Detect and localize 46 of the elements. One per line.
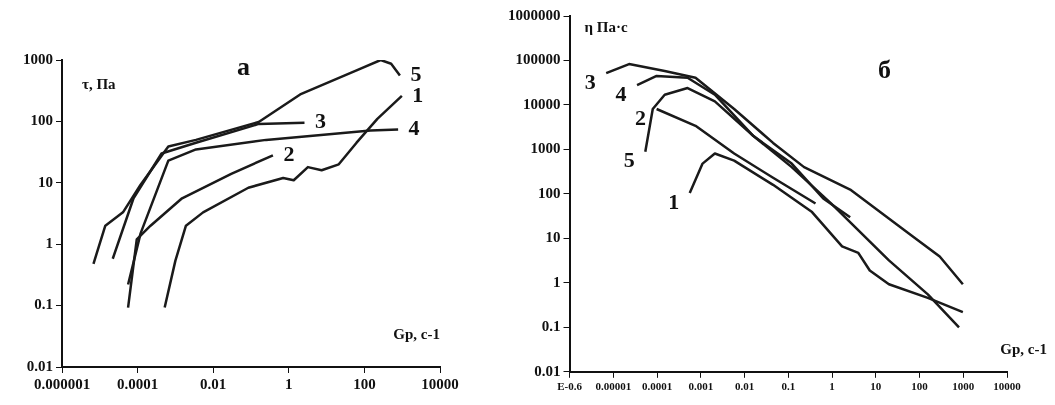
x-tick-label: 10000 <box>993 380 1022 393</box>
y-tick-label: 1000000 <box>508 6 561 23</box>
series-label: 5 <box>623 147 635 173</box>
y-tick-label: 1000 <box>530 140 561 157</box>
y-tick-label: 100 <box>538 184 561 201</box>
series-label: 3 <box>584 68 596 94</box>
series-label: 2 <box>283 141 295 167</box>
x-tick-label: 0.01 <box>734 380 755 393</box>
chart-title: а <box>236 51 250 81</box>
y-tick-label: 1 <box>553 273 561 290</box>
x-tick-label: 1000 <box>952 380 975 393</box>
y-tick-label: 0.01 <box>26 357 53 374</box>
x-tick-label: 100 <box>353 375 376 392</box>
x-tick-label: E-0.6 <box>557 380 583 393</box>
x-tick-label: 0.0001 <box>641 380 673 393</box>
series-label: 2 <box>635 104 647 130</box>
series-label: 4 <box>615 80 627 106</box>
y-tick-label: 1 <box>45 235 53 252</box>
y-tick-label: 0.01 <box>534 362 561 379</box>
y-tick-label: 1000 <box>23 50 53 67</box>
x-tick-label: 0.01 <box>200 375 227 392</box>
x-axis-title: Gp, с-1 <box>1000 340 1047 357</box>
series-label: 1 <box>668 188 680 214</box>
series-label: 3 <box>314 108 326 134</box>
x-tick-label: 1 <box>285 375 293 392</box>
y-tick-label: 10 <box>38 173 53 190</box>
x-tick-label: 10000 <box>421 375 459 392</box>
x-axis-title: Gp, с-1 <box>393 325 440 342</box>
x-tick-label: 10 <box>870 380 882 393</box>
x-tick-label: 1 <box>829 380 835 393</box>
x-tick-label: 0.00001 <box>595 380 632 393</box>
y-tick-label: 100 <box>30 112 53 129</box>
x-tick-label: 100 <box>911 380 929 393</box>
y-tick-label: 0.1 <box>34 296 53 313</box>
x-tick-label: 0.001 <box>688 380 714 393</box>
text: б <box>878 54 891 84</box>
y-tick-label: 10000 <box>523 95 561 112</box>
y-axis-title: η Па·с <box>584 18 628 35</box>
x-tick-label: 0.1 <box>781 380 796 393</box>
x-tick-label: 0.0001 <box>116 375 159 392</box>
x-tick-label: 0.000001 <box>33 375 91 392</box>
series-label: 4 <box>408 115 420 141</box>
y-tick-label: 0.1 <box>541 318 561 335</box>
y-tick-label: 10 <box>545 229 561 246</box>
y-axis-title: τ, Па <box>82 75 117 92</box>
y-tick-label: 100000 <box>515 51 561 68</box>
